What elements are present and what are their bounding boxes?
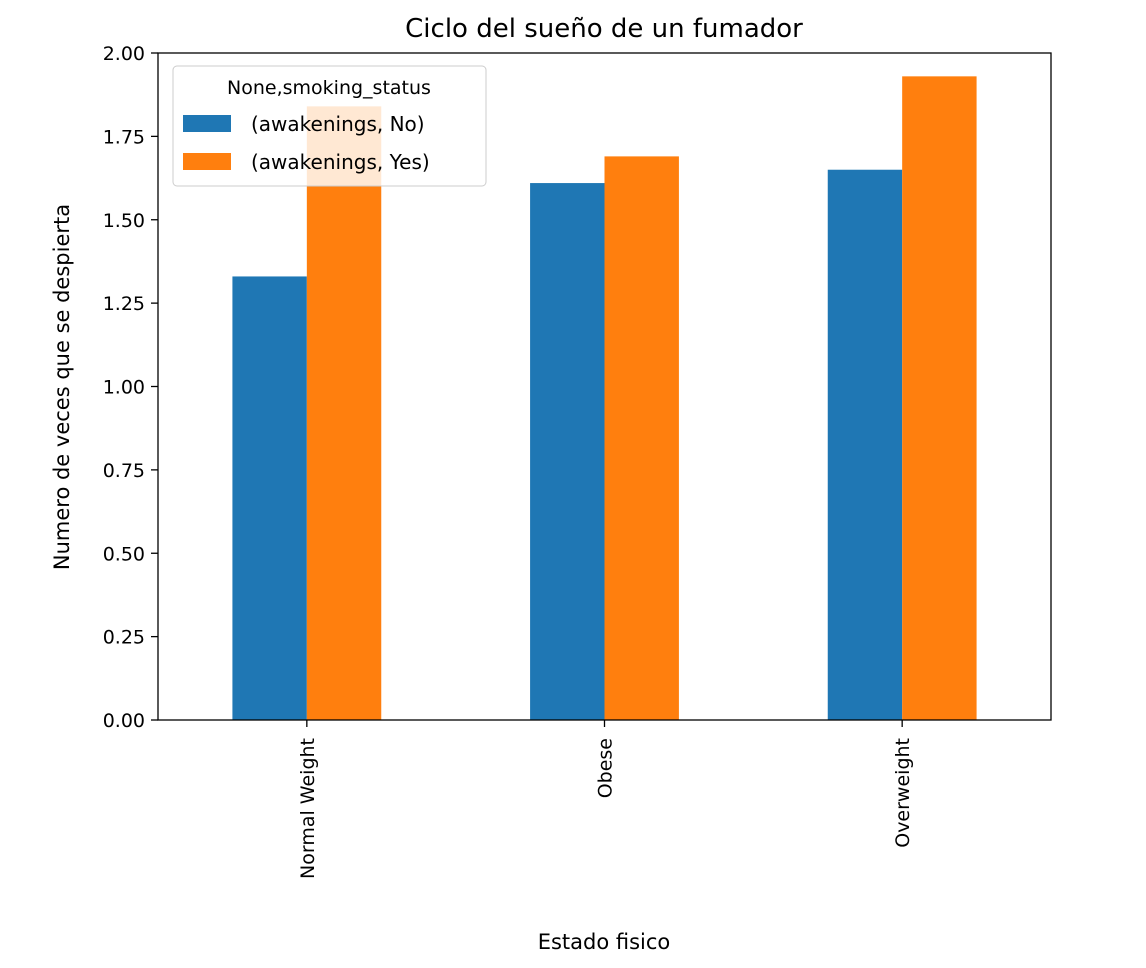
y-tick-label: 1.50 <box>103 210 145 232</box>
bar-obese-yes <box>604 156 679 720</box>
y-tick-label: 1.25 <box>103 293 145 315</box>
legend-box <box>172 65 487 187</box>
x-tick-label: Overweight <box>892 738 914 848</box>
bar-obese-no <box>530 183 605 720</box>
plot-frame <box>157 52 1052 721</box>
bars <box>232 76 977 721</box>
legend: None,smoking_status (awakenings, No) (aw… <box>172 65 487 187</box>
x-axis-label: Estado fisico <box>538 930 671 954</box>
x-tick-label: Normal Weight <box>297 738 319 879</box>
y-axis-label: Numero de veces que se despierta <box>50 204 74 570</box>
y-tick-label: 2.00 <box>103 43 145 65</box>
bar-normal-weight-yes <box>306 106 382 721</box>
y-axis-ticks: 0.00 0.25 0.50 0.75 1.00 1.25 1.50 1.75 2.00 <box>103 43 158 732</box>
y-tick-label: 1.00 <box>103 377 145 399</box>
y-tick-label: 0.50 <box>103 543 145 565</box>
bar-normal-weight-no <box>232 276 307 720</box>
legend-title: None,smoking_status <box>227 77 431 99</box>
bar-overweight-yes <box>902 76 977 721</box>
legend-label-yes: (awakenings, Yes) <box>251 150 430 174</box>
bar-overweight-no <box>827 169 903 721</box>
x-axis-ticks: Normal Weight Obese Overweight <box>297 720 914 879</box>
chart-title: Ciclo del sueño de un fumador <box>405 14 803 44</box>
legend-label-no: (awakenings, No) <box>251 112 425 136</box>
x-tick-label: Obese <box>595 738 617 798</box>
y-tick-label: 0.75 <box>103 460 145 482</box>
y-tick-label: 1.75 <box>103 126 145 148</box>
legend-swatch-no <box>183 115 231 132</box>
y-tick-label: 0.00 <box>103 710 145 732</box>
y-tick-label: 0.25 <box>103 627 145 649</box>
legend-swatch-yes <box>183 153 231 170</box>
